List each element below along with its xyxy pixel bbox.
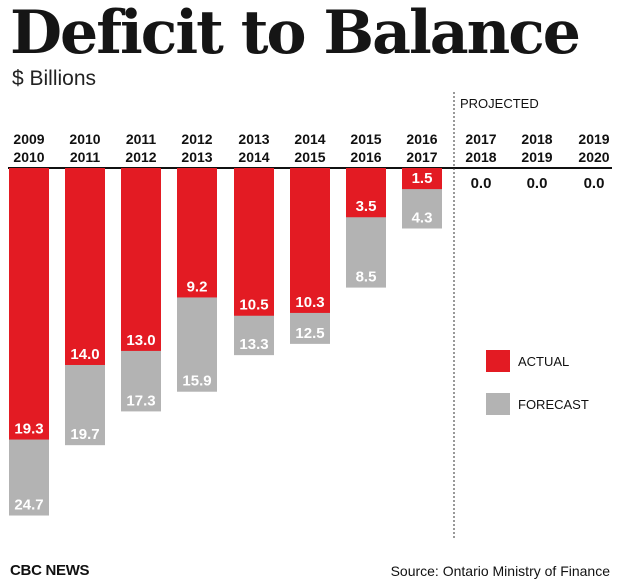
cbc-news-credit: CBC NEWS (10, 562, 90, 579)
actual-value-label: 10.5 (239, 297, 268, 314)
category-label-top: 2010 (69, 131, 100, 147)
actual-bar (234, 168, 274, 316)
actual-value-label: 10.3 (295, 294, 324, 311)
category-label-bottom: 2020 (578, 149, 609, 165)
legend-actual-swatch (486, 350, 510, 372)
forecast-value-label: 24.7 (14, 497, 43, 514)
actual-bar (402, 168, 442, 190)
forecast-value-label: 13.3 (239, 336, 268, 353)
actual-value-label: 9.2 (187, 278, 208, 295)
projected-value-label: 0.0 (471, 175, 492, 192)
projected-value-label: 0.0 (527, 175, 548, 192)
category-label-top: 2017 (465, 131, 496, 147)
category-label-bottom: 2016 (350, 149, 381, 165)
actual-value-label: 14.0 (70, 346, 99, 363)
actual-value-label: 19.3 (14, 421, 43, 438)
source-credit: Source: Ontario Ministry of Finance (390, 563, 610, 579)
actual-bar (177, 168, 217, 298)
category-label-top: 2013 (238, 131, 269, 147)
actual-bar (9, 168, 49, 440)
category-label-bottom: 2017 (406, 149, 437, 165)
forecast-value-label: 12.5 (295, 325, 324, 342)
category-label-bottom: 2013 (181, 149, 212, 165)
actual-bar (290, 168, 330, 313)
category-label-bottom: 2011 (70, 149, 101, 165)
category-label-bottom: 2018 (465, 149, 496, 165)
actual-bar (65, 168, 105, 365)
category-label-bottom: 2019 (521, 149, 552, 165)
actual-value-label: 1.5 (412, 170, 433, 187)
category-label-bottom: 2012 (125, 149, 156, 165)
forecast-value-label: 15.9 (182, 373, 211, 390)
category-label-top: 2019 (578, 131, 609, 147)
chart-title: Deficit to Balance (10, 0, 581, 68)
category-label-bottom: 2010 (13, 149, 44, 165)
projected-value-label: 0.0 (584, 175, 605, 192)
category-label-top: 2015 (350, 131, 381, 147)
category-label-top: 2016 (406, 131, 437, 147)
actual-value-label: 3.5 (356, 198, 377, 215)
forecast-value-label: 17.3 (126, 392, 155, 409)
category-label-bottom: 2015 (294, 149, 325, 165)
category-label-top: 2012 (181, 131, 212, 147)
category-label-top: 2011 (126, 131, 157, 147)
chart-subtitle: $ Billions (12, 67, 97, 90)
legend-actual-label: ACTUAL (518, 354, 569, 369)
projected-label: PROJECTED (460, 96, 539, 111)
forecast-value-label: 8.5 (356, 269, 377, 286)
actual-bar (121, 168, 161, 351)
actual-bar (346, 168, 386, 218)
category-label-bottom: 2014 (238, 149, 269, 165)
legend-forecast-label: FORECAST (518, 397, 589, 412)
forecast-value-label: 19.7 (70, 426, 99, 443)
legend-forecast-swatch (486, 393, 510, 415)
actual-value-label: 13.0 (126, 332, 155, 349)
category-label-top: 2009 (13, 131, 44, 147)
category-label-top: 2014 (294, 131, 325, 147)
category-label-top: 2018 (521, 131, 552, 147)
forecast-value-label: 4.3 (412, 210, 433, 227)
